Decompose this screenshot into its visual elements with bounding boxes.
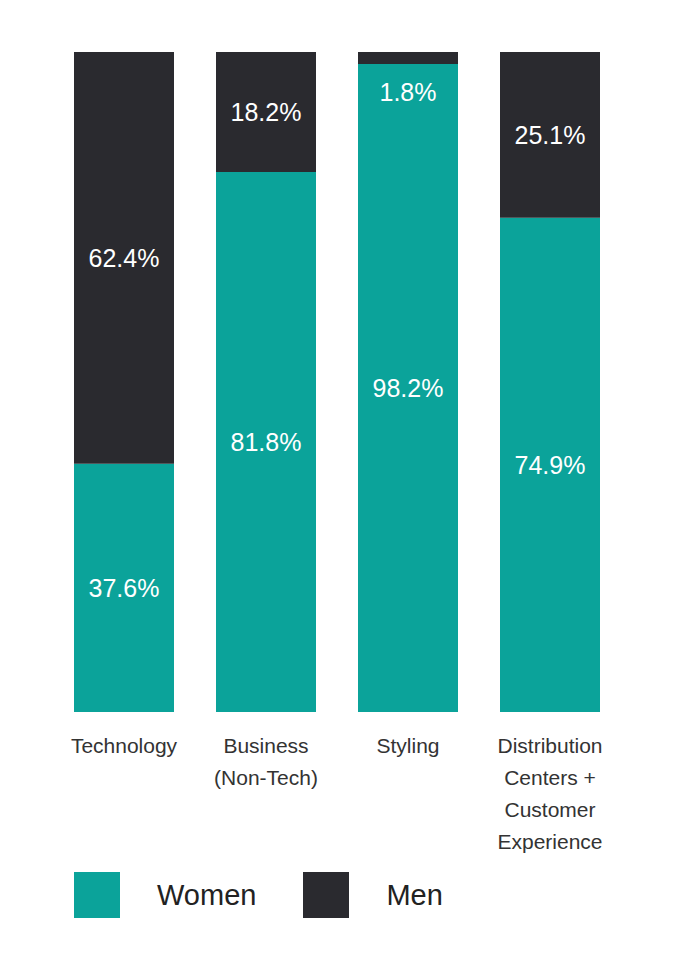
svg-text:18.2%: 18.2% <box>231 98 302 126</box>
svg-text:(Non-Tech): (Non-Tech) <box>214 766 318 789</box>
svg-text:98.2%: 98.2% <box>373 374 444 402</box>
svg-text:81.8%: 81.8% <box>231 428 302 456</box>
svg-text:Distribution: Distribution <box>497 734 602 757</box>
html-text:Men: Men <box>386 878 443 911</box>
svg-text:37.6%: 37.6% <box>89 574 160 602</box>
svg-text:1.8%: 1.8% <box>380 78 437 106</box>
svg-text:25.1%: 25.1% <box>515 121 586 149</box>
svg-text:Centers +: Centers + <box>504 766 596 789</box>
svg-text:Business: Business <box>223 734 308 757</box>
svg-text:Customer: Customer <box>504 798 595 821</box>
svg-text:62.4%: 62.4% <box>89 244 160 272</box>
svg-text:Experience: Experience <box>497 830 602 853</box>
html-text:Women: Women <box>157 878 257 911</box>
svg-text:Technology: Technology <box>71 734 178 757</box>
svg-text:74.9%: 74.9% <box>515 451 586 479</box>
svg-text:Styling: Styling <box>376 734 439 757</box>
